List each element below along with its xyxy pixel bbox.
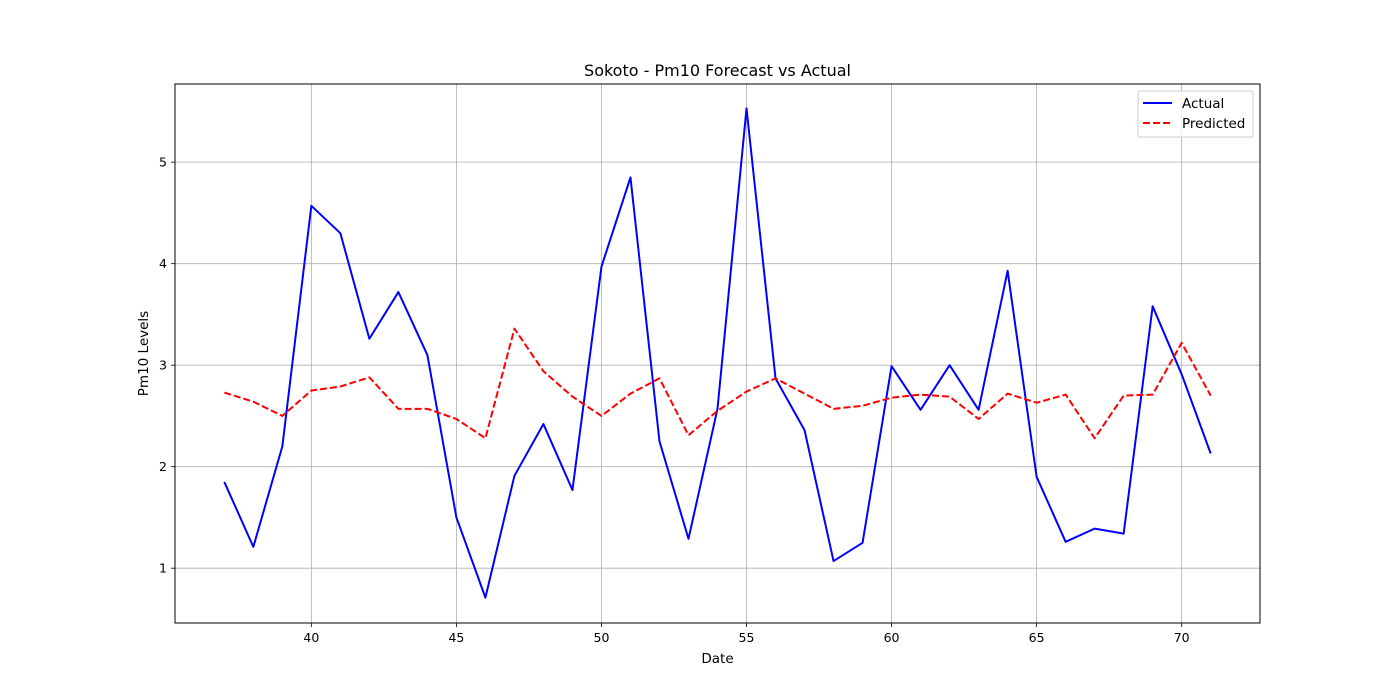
y-tick-label: 5: [159, 155, 167, 170]
x-tick-label: 50: [594, 630, 610, 645]
x-axis-label: Date: [701, 651, 733, 667]
x-tick-label: 70: [1174, 630, 1190, 645]
x-tick-label: 60: [884, 630, 900, 645]
x-tick-label: 45: [448, 630, 464, 645]
chart-title: Sokoto - Pm10 Forecast vs Actual: [584, 61, 851, 80]
legend-label-actual: Actual: [1182, 96, 1224, 112]
plot-frame: [174, 83, 1261, 624]
series-lines: [223, 107, 1212, 599]
legend-label-predicted: Predicted: [1182, 116, 1245, 132]
x-tick-label: 65: [1029, 630, 1045, 645]
x-tick-label: 40: [303, 630, 319, 645]
y-axis: 1 2 3 4 5: [159, 155, 175, 576]
series-line-actual: [223, 107, 1212, 599]
y-tick-label: 3: [159, 358, 167, 373]
series-line-predicted: [224, 327, 1212, 440]
grid: [175, 84, 1260, 623]
y-tick-label: 1: [159, 561, 167, 576]
y-tick-label: 4: [159, 256, 167, 271]
y-axis-label: Pm10 Levels: [136, 311, 152, 396]
y-tick-label: 2: [159, 459, 167, 474]
x-axis: 40 45 50 55 60 65 70: [303, 623, 1190, 645]
x-tick-label: 55: [739, 630, 755, 645]
legend: Actual Predicted: [1137, 90, 1254, 138]
